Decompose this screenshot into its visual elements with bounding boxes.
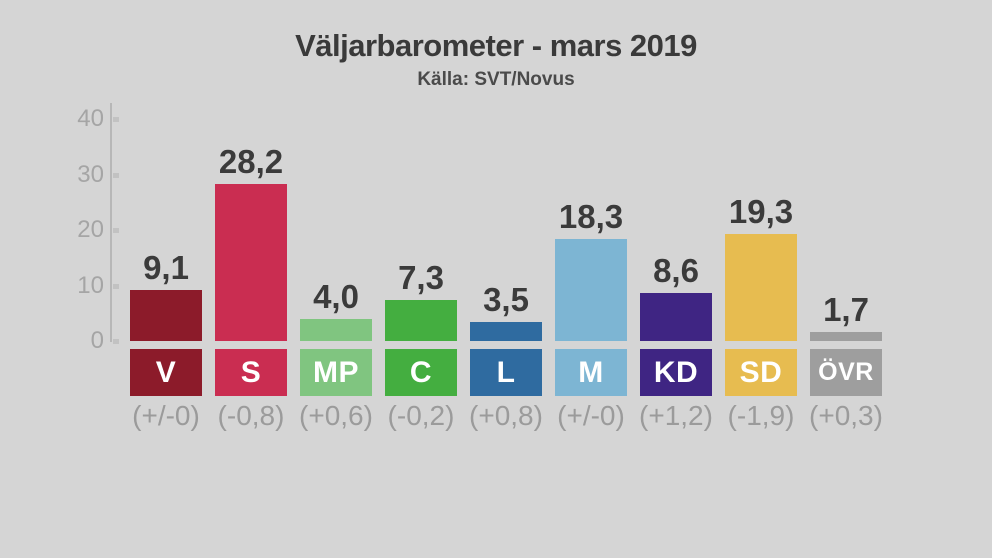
bar-value-label: 7,3 (398, 259, 444, 296)
y-axis-tick (113, 283, 119, 289)
party-column: 19,3 SD (-1,9) (725, 104, 797, 432)
party-box: S (215, 349, 287, 396)
y-axis-tick-label: 10 (77, 271, 104, 299)
party-letter: ÖVR (818, 358, 874, 386)
bar (300, 319, 372, 341)
change-label: (-1,9) (727, 400, 795, 431)
party-letter: V (155, 355, 177, 389)
change-label: (+0,3) (809, 400, 883, 431)
bar (215, 184, 287, 341)
party-letter: C (409, 355, 433, 389)
bar-value-label: 28,2 (218, 143, 284, 180)
party-column: 1,7 ÖVR (+0,3) (809, 104, 883, 432)
bar-area: 8,6 (640, 104, 712, 341)
bar-area: 4,0 (300, 104, 372, 341)
bar-area: 3,5 (470, 104, 542, 341)
y-axis-tick (113, 117, 119, 122)
party-box: SD (725, 349, 797, 396)
party-column: 9,1 V (+/-0) (130, 104, 202, 432)
bar-value-label: 4,0 (313, 278, 359, 315)
party-letter: KD (653, 355, 699, 389)
change-label: (+/-0) (132, 400, 200, 431)
y-axis-tick-label: 40 (77, 105, 104, 132)
party-box: KD (640, 349, 712, 396)
bar-columns: 9,1 V (+/-0) 28,2 S (-0,8) 4,0 MP (+0,6)… (130, 104, 883, 432)
change-label: (+1,2) (639, 400, 713, 431)
change-label: (-0,8) (217, 400, 285, 431)
party-box: M (555, 349, 627, 396)
party-column: 4,0 MP (+0,6) (299, 104, 373, 432)
bar (810, 332, 882, 341)
party-column: 18,3 M (+/-0) (555, 104, 627, 432)
change-label: (+0,6) (299, 400, 373, 431)
party-box: C (385, 349, 457, 396)
y-axis-line (110, 103, 112, 342)
party-box: V (130, 349, 202, 396)
bar (385, 300, 457, 341)
change-label: (-0,2) (387, 400, 455, 431)
party-box: MP (300, 349, 372, 396)
y-axis-tick (113, 228, 119, 233)
bar-area: 9,1 (130, 104, 202, 341)
bar-value-label: 8,6 (653, 252, 699, 289)
party-column: 3,5 L (+0,8) (469, 104, 543, 432)
party-letter: S (240, 355, 262, 389)
bar-area: 1,7 (810, 104, 882, 341)
bar-value-label: 1,7 (823, 291, 869, 328)
y-axis-tick-label: 0 (90, 327, 104, 354)
bar-value-label: 18,3 (558, 198, 624, 235)
party-column: 7,3 C (-0,2) (385, 104, 457, 432)
party-column: 28,2 S (-0,8) (215, 104, 287, 432)
bar (470, 322, 542, 341)
bar (130, 290, 202, 341)
source-caption: Källa: SVT/Novus (417, 69, 575, 90)
party-box: L (470, 349, 542, 396)
y-axis-tick (113, 339, 119, 344)
party-letter: L (496, 355, 516, 389)
y-axis-tick-label: 30 (77, 160, 104, 188)
bar (555, 239, 627, 341)
page-title: Väljarbarometer - mars 2019 (295, 28, 697, 63)
party-letter: M (578, 355, 604, 389)
bar (725, 234, 797, 341)
party-letter: SD (739, 355, 783, 389)
y-axis-tick-label: 20 (77, 216, 104, 243)
bar-value-label: 9,1 (143, 249, 189, 286)
party-column: 8,6 KD (+1,2) (639, 104, 713, 432)
change-label: (+/-0) (557, 400, 625, 431)
party-letter: MP (313, 355, 359, 389)
bar-area: 19,3 (725, 104, 797, 341)
change-label: (+0,8) (469, 400, 543, 431)
bar-area: 18,3 (555, 104, 627, 341)
party-box: ÖVR (810, 349, 882, 396)
bar-area: 28,2 (215, 104, 287, 341)
bar (640, 293, 712, 341)
bar-area: 7,3 (385, 104, 457, 341)
y-axis-tick (113, 172, 119, 178)
bar-value-label: 19,3 (728, 193, 794, 230)
bar-value-label: 3,5 (483, 281, 529, 318)
